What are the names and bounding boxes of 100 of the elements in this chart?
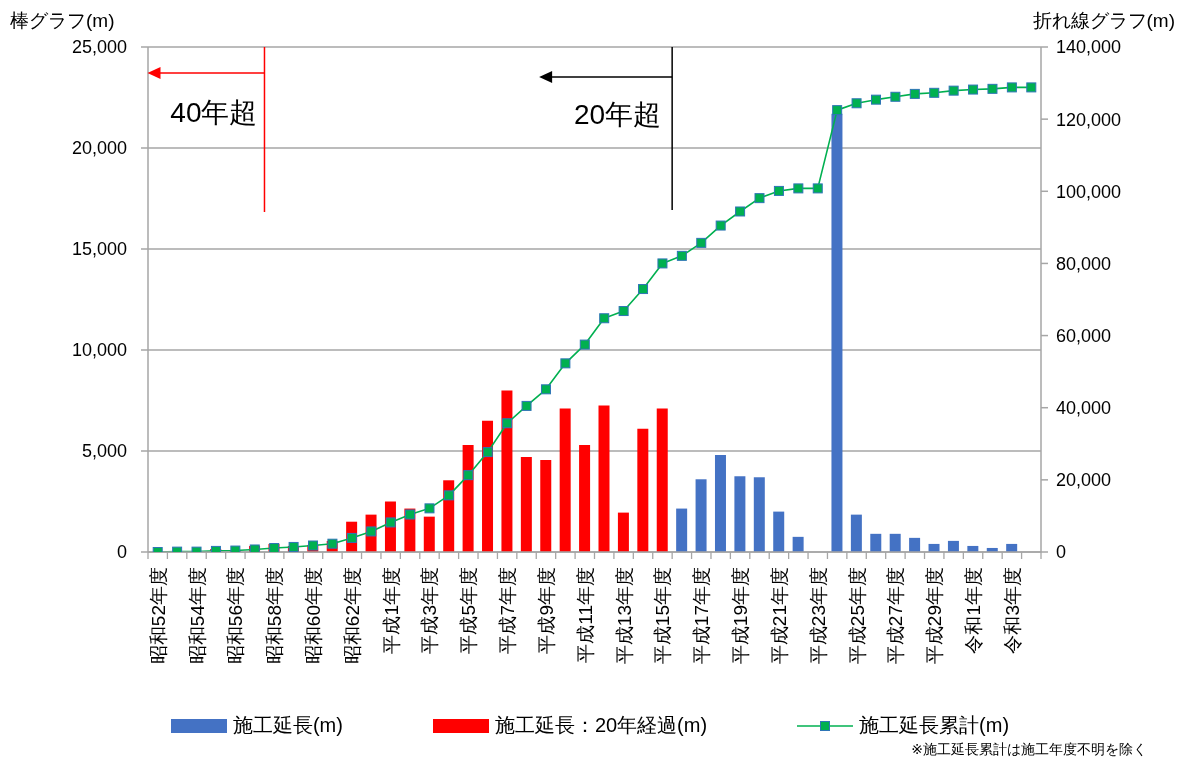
point [812,183,823,194]
x-tick-label: 平成21年度 [768,567,790,665]
bar [676,508,688,552]
y-axis-title: 棒グラフ(m) [10,9,115,33]
bar [870,533,882,552]
y2-tick-label: 80,000 [1056,253,1112,274]
point [618,306,629,317]
bar [579,444,591,552]
bar [753,477,765,552]
bar [637,428,649,552]
text: ※施工延長累計は施工年度不明を除く [911,741,1147,759]
y-tick-label: 10,000 [71,340,127,361]
point [560,358,571,369]
x-tick-label: 平成9年度 [535,567,557,654]
y-tick-label: 25,000 [71,37,127,58]
bar [773,511,785,552]
y2-tick-label: 60,000 [1056,325,1112,346]
point [948,85,959,96]
x-tick-label: 平成29年度 [924,567,946,665]
bar [482,420,494,552]
bar [617,512,629,552]
x-tick-label: 昭和56年度 [225,567,247,665]
point [696,237,707,248]
bar [695,479,707,552]
legend-label: 施工延長(m) [232,713,343,738]
x-tick-label: 平成7年度 [497,567,519,654]
bar [520,457,532,552]
y2-tick-label: 120,000 [1056,109,1122,130]
x-tick-label: 平成23年度 [807,567,829,665]
x-tick-label: 平成5年度 [458,567,480,654]
point [851,98,862,109]
y2-tick-label: 0 [1056,542,1067,563]
annotation: 40年超 [170,97,258,128]
point [540,384,551,395]
point [463,470,474,481]
y-tick-label: 15,000 [71,239,127,260]
y-tick-label: 0 [116,542,127,563]
point [929,87,940,98]
x-tick-label: 昭和60年度 [303,567,325,665]
point [987,83,998,94]
x-tick-label: 平成25年度 [846,567,868,665]
x-tick-label: 昭和58年度 [264,567,286,665]
bar [501,390,513,552]
x-tick-label: 令和3年度 [1001,567,1023,654]
x-tick-label: 平成19年度 [730,567,752,665]
bar [423,516,435,552]
point [385,517,396,528]
point [735,206,746,217]
x-tick-label: 昭和52年度 [147,567,169,665]
point [968,84,979,95]
bar [656,408,668,552]
x-tick-label: 平成27年度 [885,567,907,665]
point [482,447,493,458]
point [443,490,454,501]
point [521,400,532,411]
point [1026,82,1037,93]
y2-tick-label: 20,000 [1056,470,1112,491]
x-tick-label: 昭和54年度 [186,567,208,665]
point [890,91,901,102]
point [424,503,435,514]
point [773,185,784,196]
point [909,88,920,99]
bar [540,460,552,552]
x-tick-label: 令和1年度 [963,567,985,654]
y2-tick-label: 40,000 [1056,398,1112,419]
x-tick-label: 昭和62年度 [341,567,363,665]
bar [462,444,474,552]
point [870,94,881,105]
x-tick-label: 平成11年度 [574,567,596,663]
x-tick-label: 平成1年度 [380,567,402,654]
y-tick-label: 20,000 [71,138,127,159]
point [793,183,804,194]
bar [559,408,571,552]
bar [850,514,862,552]
bar [734,476,746,552]
point [1006,82,1017,93]
bar [714,455,726,552]
bar [947,540,959,552]
point [638,284,649,295]
bar [598,405,610,552]
point [676,250,687,261]
legend-label: 施工延長累計(m) [859,713,1010,738]
x-tick-label: 平成17年度 [691,567,713,665]
point [754,193,765,204]
bar [909,537,921,552]
point [832,105,843,116]
point [657,258,668,269]
x-tick-label: 平成15年度 [652,567,674,665]
bar [889,533,901,552]
legend-label: 施工延長：20年経過(m) [494,713,708,738]
point [288,541,299,552]
bar [831,113,843,552]
point [579,339,590,350]
y2-axis-title: 折れ線グラフ(m) [1032,9,1175,33]
annotation: 20年超 [574,99,662,130]
y-tick-label: 5,000 [81,441,127,462]
y2-tick-label: 140,000 [1056,37,1122,58]
x-tick-label: 平成3年度 [419,567,441,654]
x-tick-label: 平成13年度 [613,567,635,665]
point [405,509,416,520]
